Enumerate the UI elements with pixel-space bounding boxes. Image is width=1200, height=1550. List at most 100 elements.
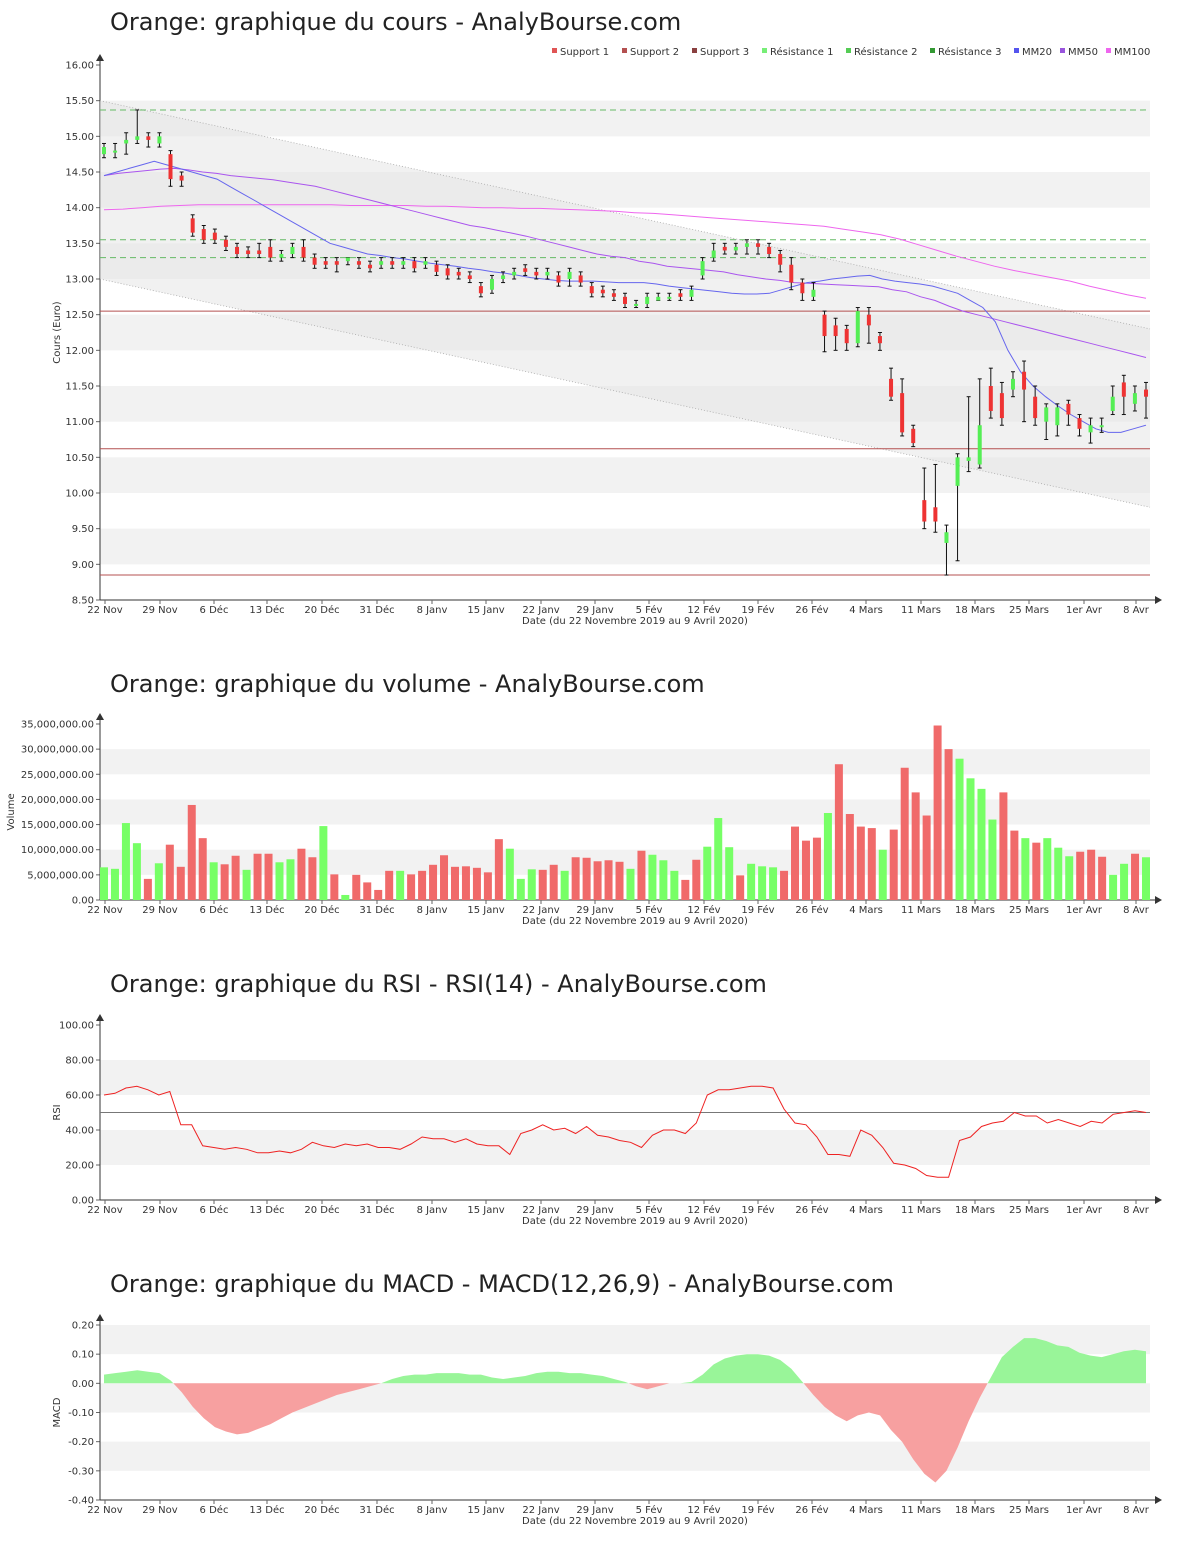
candle-body bbox=[534, 271, 539, 276]
rsi-line bbox=[103, 1085, 1147, 1178]
x-tick-label: 11 Mars bbox=[901, 1505, 941, 1516]
candle-body bbox=[478, 286, 483, 294]
volume-bar bbox=[1120, 863, 1129, 900]
volume-bar bbox=[1142, 857, 1150, 900]
candle-body bbox=[401, 261, 406, 265]
volume-bar bbox=[1109, 874, 1118, 900]
y-tick-label: 9.50 bbox=[72, 524, 94, 535]
grid-band bbox=[100, 100, 1150, 137]
candle-body bbox=[889, 378, 894, 397]
candle bbox=[811, 282, 816, 301]
macd-positive-area bbox=[104, 1370, 174, 1384]
x-tick-label: 8 Avr bbox=[1123, 1205, 1150, 1216]
x-axis-label: Date (du 22 Novembre 2019 au 9 Avril 202… bbox=[522, 1216, 748, 1227]
candle bbox=[667, 292, 672, 301]
x-tick-label: 12 Fév bbox=[687, 1504, 720, 1516]
candle bbox=[711, 242, 716, 262]
candle bbox=[744, 239, 749, 255]
y-tick-label: -0.30 bbox=[68, 1466, 94, 1477]
volume-bar bbox=[143, 878, 152, 900]
x-tick-label: 20 Déc bbox=[304, 604, 339, 616]
candle bbox=[1121, 374, 1126, 416]
candle bbox=[501, 271, 506, 284]
candle-body bbox=[1055, 407, 1060, 426]
x-tick-label: 22 Janv bbox=[522, 605, 559, 616]
legend-swatch bbox=[930, 48, 935, 53]
mm100-line bbox=[103, 204, 1147, 299]
volume-bar bbox=[637, 850, 646, 900]
candle-body bbox=[323, 261, 328, 265]
volume-bar bbox=[736, 875, 745, 900]
macd-positive-area bbox=[381, 1371, 629, 1384]
x-tick-label: 22 Janv bbox=[522, 905, 559, 916]
candle bbox=[301, 239, 306, 262]
x-tick-label: 29 Janv bbox=[576, 1505, 613, 1516]
candle-body bbox=[179, 175, 184, 181]
x-tick-label: 4 Mars bbox=[849, 605, 883, 616]
candle bbox=[800, 278, 805, 301]
volume-bar bbox=[823, 813, 832, 900]
candle bbox=[379, 257, 384, 269]
volume-bar bbox=[352, 874, 361, 900]
candle-body bbox=[689, 289, 694, 297]
volume-bar bbox=[1010, 830, 1019, 900]
legend-swatch bbox=[1106, 48, 1111, 53]
y-tick-label: 15.00 bbox=[65, 132, 94, 143]
candle-body bbox=[135, 136, 140, 140]
legend-label: Support 1 bbox=[560, 47, 609, 58]
x-tick-label: 18 Mars bbox=[955, 605, 995, 616]
price-chart-title: Orange: graphique du cours - AnalyBourse… bbox=[110, 8, 682, 36]
x-tick-label: 6 Déc bbox=[200, 904, 229, 916]
candle-body bbox=[722, 246, 727, 251]
candle bbox=[578, 271, 583, 287]
x-tick-label: 8 Janv bbox=[417, 1205, 448, 1216]
x-tick-label: 20 Déc bbox=[304, 904, 339, 916]
candle-body bbox=[501, 275, 506, 279]
x-tick-label: 15 Janv bbox=[467, 1205, 504, 1216]
grid-band bbox=[100, 849, 1150, 875]
candle-body bbox=[190, 218, 195, 233]
candle-body bbox=[102, 147, 106, 155]
candle-body bbox=[168, 154, 173, 180]
volume-bar bbox=[187, 804, 196, 900]
candle bbox=[523, 264, 528, 276]
rsi-chart-title: Orange: graphique du RSI - RSI(14) - Ana… bbox=[110, 970, 767, 998]
candle bbox=[157, 132, 162, 148]
x-tick-label: 31 Déc bbox=[359, 1504, 394, 1516]
volume-bar bbox=[209, 862, 218, 900]
volume-bar bbox=[494, 839, 503, 900]
candle-body bbox=[634, 303, 639, 306]
candle bbox=[556, 271, 561, 287]
x-tick-label: 8 Janv bbox=[417, 1505, 448, 1516]
candle-body bbox=[512, 271, 517, 276]
candle bbox=[634, 299, 639, 309]
x-tick-label: 20 Déc bbox=[304, 1204, 339, 1216]
y-tick-label: 5,000,000.00 bbox=[27, 870, 94, 881]
candle-body bbox=[545, 271, 550, 276]
y-tick-label: 13.50 bbox=[65, 239, 94, 250]
y-tick-label: 25,000,000.00 bbox=[21, 770, 94, 781]
legend-swatch bbox=[552, 48, 557, 53]
x-tick-label: 20 Déc bbox=[304, 1504, 339, 1516]
candle-body bbox=[855, 311, 860, 344]
x-tick-label: 22 Nov bbox=[87, 1205, 123, 1216]
volume-bar bbox=[440, 855, 449, 900]
y-tick-label: 0.00 bbox=[72, 1379, 94, 1390]
candle bbox=[545, 267, 550, 280]
candle bbox=[279, 249, 284, 262]
trend-channel-lower bbox=[99, 278, 1151, 508]
volume-bar bbox=[220, 864, 229, 900]
candle-body bbox=[756, 243, 761, 247]
grid-band bbox=[100, 799, 1150, 825]
y-axis-label: MACD bbox=[52, 1397, 63, 1427]
legend-label: Support 2 bbox=[630, 47, 679, 58]
y-tick-label: 20,000,000.00 bbox=[21, 795, 94, 806]
candle bbox=[833, 317, 838, 351]
volume-bar bbox=[758, 866, 767, 900]
volume-chart-title: Orange: graphique du volume - AnalyBours… bbox=[110, 670, 705, 698]
x-tick-label: 22 Nov bbox=[87, 1505, 123, 1516]
trend-channel-upper bbox=[99, 100, 1151, 330]
volume-bar bbox=[450, 866, 459, 900]
y-tick-label: 15.50 bbox=[65, 96, 94, 107]
candle bbox=[733, 242, 738, 255]
